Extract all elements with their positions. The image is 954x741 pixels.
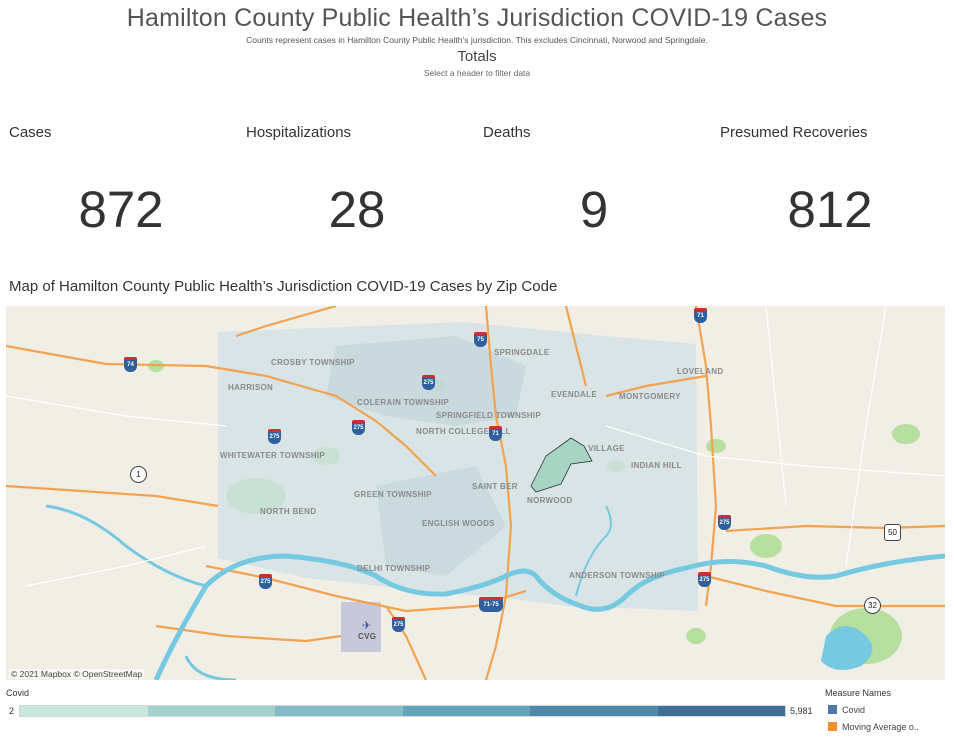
- us-route-shield-icon: 50: [884, 524, 901, 541]
- dashboard-subtitle: Counts represent cases in Hamilton Count…: [246, 35, 708, 45]
- color-legend-max: 5,981: [790, 706, 813, 716]
- interstate-shield-icon: 75: [474, 332, 487, 347]
- interstate-shield-icon: 74: [124, 357, 137, 372]
- interstate-shield-icon: 275: [392, 617, 405, 632]
- place-label: LOVELAND: [677, 367, 724, 376]
- map-basemap: [6, 306, 945, 680]
- legend-step: [147, 706, 275, 716]
- interstate-shield-icon: 275: [352, 420, 365, 435]
- map-attribution[interactable]: © 2021 Mapbox © OpenStreetMap: [9, 669, 145, 679]
- place-label: HARRISON: [228, 383, 274, 392]
- interstate-shield-icon: 71-75: [479, 597, 503, 612]
- metric-value-deaths: 9: [579, 181, 609, 238]
- place-label: ANDERSON TOWNSHIP: [569, 571, 666, 580]
- state-route-shield-icon: 1: [130, 466, 147, 483]
- place-label: SPRINGDALE: [494, 348, 550, 357]
- map-title: Map of Hamilton County Public Health’s J…: [9, 278, 558, 295]
- place-label: NORTH COLLEGE HILL: [416, 427, 511, 436]
- totals-heading: Totals: [457, 48, 497, 65]
- metric-header-presumed-recoveries[interactable]: Presumed Recoveries: [720, 124, 868, 141]
- legend-step: [530, 706, 658, 716]
- interstate-shield-icon: 275: [268, 429, 281, 444]
- place-label: SPRINGFIELD TOWNSHIP: [436, 411, 541, 420]
- airplane-icon: ✈: [362, 620, 372, 632]
- place-label: MONTGOMERY: [619, 392, 681, 401]
- place-label: WHITEWATER TOWNSHIP: [220, 451, 325, 460]
- place-label: DELHI TOWNSHIP: [357, 564, 431, 573]
- filter-hint: Select a header to filter data: [423, 68, 531, 78]
- place-label: GREEN TOWNSHIP: [354, 490, 432, 499]
- metric-value-presumed-recoveries: 812: [787, 181, 873, 238]
- interstate-shield-icon: 275: [422, 375, 435, 390]
- interstate-shield-icon: 275: [718, 515, 731, 530]
- measure-names-item-covid[interactable]: Covid: [828, 705, 865, 715]
- interstate-shield-icon: 71: [694, 308, 707, 323]
- legend-step: [657, 706, 785, 716]
- measure-names-title: Measure Names: [825, 688, 892, 698]
- metric-header-deaths[interactable]: Deaths: [483, 124, 531, 141]
- legend-item-label: Moving Average o..: [842, 722, 919, 732]
- state-route-shield-icon: 32: [864, 597, 881, 614]
- place-label: COLERAIN TOWNSHIP: [357, 398, 450, 407]
- legend-step: [402, 706, 530, 716]
- airport-label: CVG: [358, 632, 377, 641]
- place-label: NORTH BEND: [260, 507, 317, 516]
- interstate-shield-icon: 275: [259, 574, 272, 589]
- place-label: NORWOOD: [527, 496, 573, 505]
- interstate-shield-icon: 275: [698, 572, 711, 587]
- zip-code-map[interactable]: CROSBY TOWNSHIP SPRINGDALE LOVELAND HARR…: [6, 306, 945, 680]
- place-label: CROSBY TOWNSHIP: [271, 358, 355, 367]
- color-legend-bar: [19, 705, 786, 717]
- metric-header-cases[interactable]: Cases: [9, 124, 52, 141]
- interstate-shield-icon: 71: [489, 426, 502, 441]
- place-label: ENGLISH WOODS: [422, 519, 495, 528]
- legend-swatch: [828, 705, 837, 714]
- metric-header-hospitalizations[interactable]: Hospitalizations: [246, 124, 352, 141]
- measure-names-item-moving-average[interactable]: Moving Average o..: [828, 722, 919, 732]
- metric-value-cases: 872: [78, 181, 164, 238]
- dashboard-title: Hamilton County Public Health’s Jurisdic…: [126, 4, 828, 32]
- legend-item-label: Covid: [842, 705, 866, 715]
- color-legend-label: Covid: [6, 688, 30, 698]
- metric-value-hospitalizations: 28: [328, 181, 386, 238]
- legend-swatch: [828, 722, 837, 731]
- place-label: SAINT BER: [472, 482, 518, 491]
- color-legend-min: 2: [9, 706, 15, 716]
- place-label: INDIAN HILL: [631, 461, 682, 470]
- place-label: EVENDALE: [551, 390, 597, 399]
- legend-step: [275, 706, 403, 716]
- place-label: VILLAGE: [588, 444, 625, 453]
- legend-step: [20, 706, 148, 716]
